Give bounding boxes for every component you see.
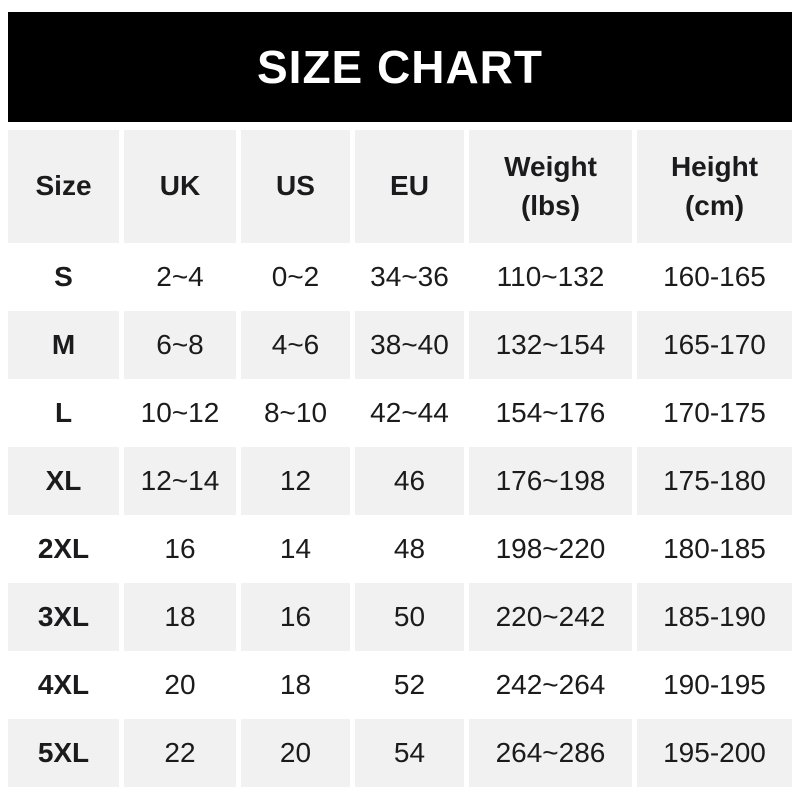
table-cell: M [8,311,119,379]
column-header-uk: UK [124,130,236,243]
table-cell: 54 [355,719,464,787]
table-row-2xl: 2XL 16 14 48 198~220 180-185 [8,515,792,583]
table-cell: 16 [124,515,236,583]
table-cell: 4~6 [241,311,350,379]
table-cell: 3XL [8,583,119,651]
table-cell: 38~40 [355,311,464,379]
table-cell: 46 [355,447,464,515]
table-cell: 12~14 [124,447,236,515]
table-cell: 5XL [8,719,119,787]
column-header-us: US [241,130,350,243]
table-cell: 22 [124,719,236,787]
table-cell: 50 [355,583,464,651]
page-title: SIZE CHART [257,41,543,93]
table-cell: 180-185 [637,515,792,583]
title-banner: SIZE CHART [8,12,792,122]
table-cell: 10~12 [124,379,236,447]
column-header-weight: Weight (lbs) [469,130,632,243]
table-cell: 20 [124,651,236,719]
column-header-height: Height (cm) [637,130,792,243]
table-cell: 52 [355,651,464,719]
table-cell: L [8,379,119,447]
table-cell: 170-175 [637,379,792,447]
table-cell: 42~44 [355,379,464,447]
column-header-label: Size [35,170,92,202]
table-cell: 0~2 [241,243,350,311]
table-cell: 2XL [8,515,119,583]
table-cell: 160-165 [637,243,792,311]
table-row-l: L 10~12 8~10 42~44 154~176 170-175 [8,379,792,447]
table-row-5xl: 5XL 22 20 54 264~286 195-200 [8,719,792,787]
table-cell: 264~286 [469,719,632,787]
table-cell: 185-190 [637,583,792,651]
column-header-label: Height [670,150,759,182]
table-cell: S [8,243,119,311]
table-row-3xl: 3XL 18 16 50 220~242 185-190 [8,583,792,651]
table-cell: 16 [241,583,350,651]
size-chart-table: Size UK US EU Weight (lbs) Height (cm) S… [8,130,792,787]
table-cell: 4XL [8,651,119,719]
table-cell: 34~36 [355,243,464,311]
column-header-eu: EU [355,130,464,243]
table-row-m: M 6~8 4~6 38~40 132~154 165-170 [8,311,792,379]
table-row-s: S 2~4 0~2 34~36 110~132 160-165 [8,243,792,311]
table-cell: 195-200 [637,719,792,787]
table-header-row: Size UK US EU Weight (lbs) Height (cm) [8,130,792,243]
column-header-size: Size [8,130,119,243]
column-header-unit: (lbs) [520,189,581,221]
column-header-label: Weight [504,150,597,182]
table-cell: 18 [241,651,350,719]
table-cell: 110~132 [469,243,632,311]
column-header-label: UK [159,170,201,202]
table-cell: 175-180 [637,447,792,515]
table-row-4xl: 4XL 20 18 52 242~264 190-195 [8,651,792,719]
table-cell: 176~198 [469,447,632,515]
column-header-label: US [276,170,315,202]
table-cell: 190-195 [637,651,792,719]
table-cell: 48 [355,515,464,583]
table-cell: 242~264 [469,651,632,719]
column-header-label: EU [390,170,429,202]
table-cell: 132~154 [469,311,632,379]
table-cell: 2~4 [124,243,236,311]
table-cell: 14 [241,515,350,583]
table-cell: 8~10 [241,379,350,447]
table-row-xl: XL 12~14 12 46 176~198 175-180 [8,447,792,515]
column-header-unit: (cm) [684,189,745,221]
table-cell: 20 [241,719,350,787]
table-cell: 198~220 [469,515,632,583]
table-cell: XL [8,447,119,515]
table-cell: 18 [124,583,236,651]
table-cell: 220~242 [469,583,632,651]
table-cell: 154~176 [469,379,632,447]
table-cell: 165-170 [637,311,792,379]
table-cell: 12 [241,447,350,515]
table-cell: 6~8 [124,311,236,379]
